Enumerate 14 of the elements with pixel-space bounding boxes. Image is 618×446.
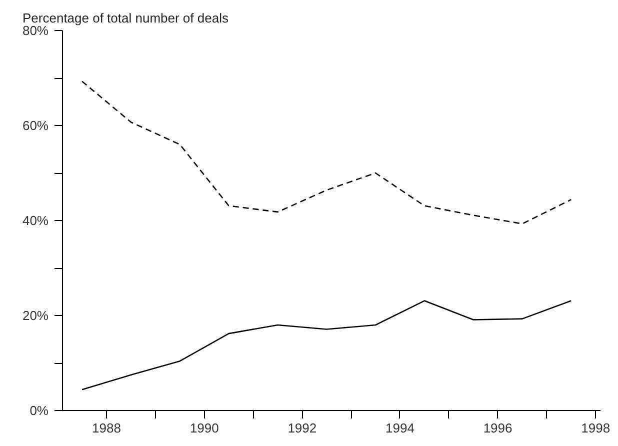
y-tick-label: 0% [30, 403, 49, 418]
line-series [81, 300, 572, 390]
y-tick-label: 60% [22, 118, 49, 133]
x-tick-label: 1992 [288, 420, 317, 436]
y-tick-label: 80% [22, 23, 49, 38]
x-tick-label: 1998 [581, 420, 610, 436]
x-tick-label: 1994 [386, 420, 414, 436]
x-tick-label: 1988 [92, 420, 121, 436]
line-series [81, 80, 572, 224]
y-tick-label: 20% [22, 308, 49, 323]
chart-title: Percentage of total number of deals [22, 10, 229, 26]
x-tick-label: 1990 [190, 420, 219, 436]
y-tick-label: 40% [22, 213, 49, 228]
x-tick-label: 1996 [483, 420, 512, 436]
